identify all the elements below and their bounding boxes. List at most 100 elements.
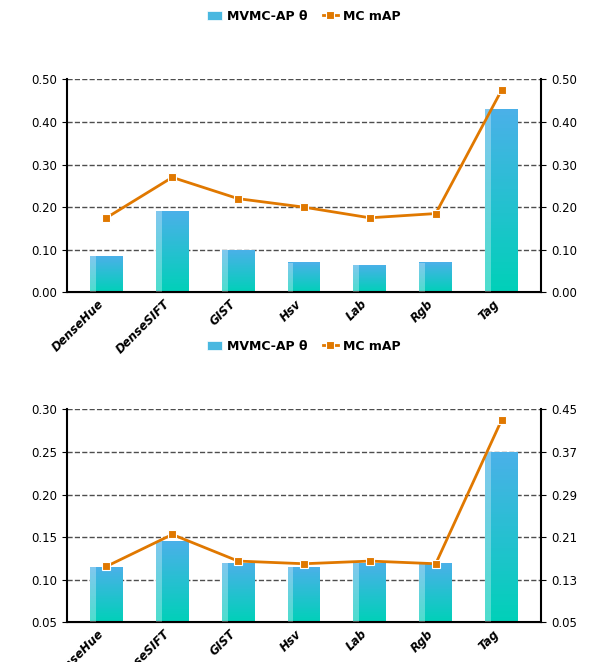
Bar xyxy=(485,492,518,495)
Legend: MVMC-AP θ, MC mAP: MVMC-AP θ, MC mAP xyxy=(202,5,406,28)
Bar xyxy=(420,592,452,593)
Bar xyxy=(156,244,188,245)
Bar xyxy=(288,582,320,583)
Bar xyxy=(420,563,425,622)
Bar xyxy=(420,614,452,615)
Bar xyxy=(90,604,123,605)
Bar xyxy=(156,587,188,589)
Bar xyxy=(156,248,188,249)
Bar xyxy=(485,121,518,124)
Bar xyxy=(485,469,518,472)
Bar xyxy=(156,553,188,555)
Bar xyxy=(90,591,123,592)
Bar xyxy=(156,287,188,288)
Bar xyxy=(485,283,518,286)
Bar xyxy=(420,569,452,571)
Bar xyxy=(222,252,255,254)
Bar xyxy=(156,275,188,276)
Bar xyxy=(156,591,188,592)
Bar xyxy=(288,602,320,603)
Bar xyxy=(485,571,518,574)
Bar xyxy=(288,613,320,614)
Bar xyxy=(222,618,255,619)
Bar xyxy=(485,109,518,113)
Bar xyxy=(485,611,518,614)
Bar xyxy=(353,592,386,593)
Bar xyxy=(156,233,188,234)
Bar xyxy=(156,590,188,591)
Bar xyxy=(485,506,518,508)
Bar xyxy=(222,284,255,285)
Bar xyxy=(353,619,386,620)
Bar xyxy=(222,592,255,593)
Bar xyxy=(90,600,123,601)
Bar xyxy=(288,611,320,612)
Bar xyxy=(156,594,188,595)
Bar xyxy=(156,596,188,598)
Bar xyxy=(288,567,320,568)
Bar xyxy=(288,604,320,606)
Bar xyxy=(485,274,518,277)
Bar xyxy=(420,565,452,567)
Bar xyxy=(222,283,255,284)
Bar xyxy=(288,571,320,573)
Bar xyxy=(156,613,188,614)
Bar xyxy=(420,603,452,604)
Bar xyxy=(485,146,518,149)
Bar xyxy=(222,273,255,274)
Bar xyxy=(485,161,518,164)
Bar xyxy=(485,219,518,222)
Bar xyxy=(156,557,188,559)
Bar xyxy=(485,605,518,608)
Bar xyxy=(222,603,255,604)
Bar xyxy=(420,609,452,610)
Bar xyxy=(222,617,255,618)
Bar xyxy=(288,598,320,599)
Bar xyxy=(156,542,188,543)
Bar xyxy=(222,605,255,606)
Bar xyxy=(156,238,188,240)
Bar xyxy=(156,265,188,267)
Bar xyxy=(485,277,518,280)
Bar xyxy=(156,211,162,293)
Bar xyxy=(485,201,518,204)
Bar xyxy=(90,582,123,583)
Bar xyxy=(90,613,123,614)
Bar xyxy=(288,596,320,597)
Bar xyxy=(288,578,320,579)
Bar xyxy=(156,575,188,577)
Bar xyxy=(485,210,518,213)
Bar xyxy=(222,266,255,267)
Bar xyxy=(485,261,518,265)
Bar xyxy=(222,286,255,287)
Bar xyxy=(288,591,320,592)
Bar xyxy=(288,573,320,575)
Bar xyxy=(222,604,255,605)
Bar xyxy=(156,232,188,233)
Bar xyxy=(222,595,255,596)
Bar xyxy=(90,604,123,606)
Bar xyxy=(485,540,518,543)
Bar xyxy=(485,477,518,481)
Bar xyxy=(485,583,518,585)
Bar xyxy=(353,618,386,619)
Bar xyxy=(90,588,123,589)
Bar xyxy=(485,528,518,532)
Bar xyxy=(353,607,386,608)
Bar xyxy=(485,207,518,210)
Bar xyxy=(485,560,518,563)
Bar xyxy=(156,621,188,622)
Bar xyxy=(485,170,518,173)
Bar xyxy=(485,271,518,274)
Bar xyxy=(222,579,255,581)
Bar xyxy=(156,555,188,556)
Bar xyxy=(353,603,386,604)
Bar xyxy=(156,218,188,220)
Bar xyxy=(156,604,188,606)
Bar xyxy=(156,543,188,544)
Bar xyxy=(353,617,386,618)
Bar xyxy=(420,595,452,596)
Bar xyxy=(156,269,188,271)
Bar xyxy=(156,595,188,596)
Bar xyxy=(222,260,255,261)
